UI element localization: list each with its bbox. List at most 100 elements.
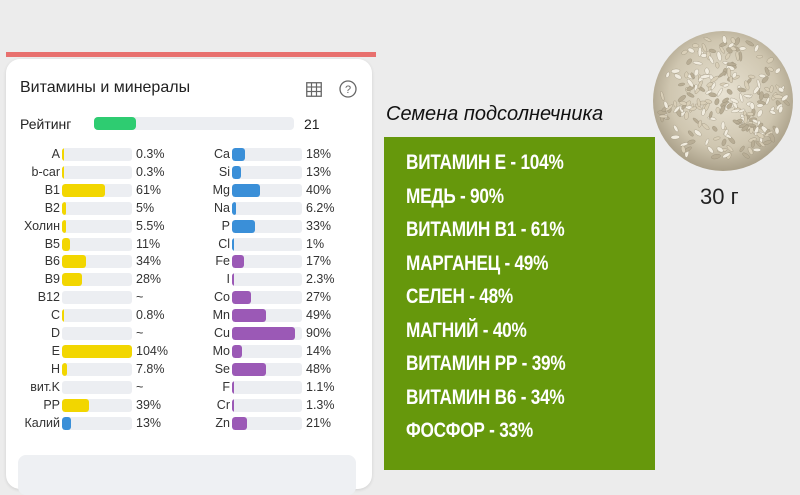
nutrient-name: A	[51, 147, 60, 161]
nutrient-row: E 104%	[6, 343, 372, 359]
nutrient-row: B9 28%	[6, 271, 372, 287]
nutrient-name: E	[51, 343, 60, 358]
nutrient-bar-fill	[232, 273, 234, 287]
nutrient-percent: 90%	[306, 326, 332, 340]
nutrient-percent: ~	[136, 290, 144, 305]
nutrient-bar	[232, 291, 302, 305]
nutrient-percent: 21%	[306, 415, 332, 430]
nutrient-name: Mn	[212, 308, 230, 323]
nutrient-name: Cu	[214, 326, 230, 340]
nutrient-bar-fill	[62, 344, 132, 358]
nutrient-bar-fill	[232, 344, 242, 358]
nutrients-panel: Витамины и минералы ? Рейтинг 21 A 0.3% b-…	[6, 59, 372, 495]
nutrient-bar	[62, 237, 132, 251]
nutrient-bar	[232, 201, 302, 215]
nutrient-row: Холин 5.5%	[6, 218, 372, 234]
nutrient-bar	[232, 380, 302, 394]
nutrient-percent: 7.8%	[136, 361, 165, 376]
nutrient-row: P 33%	[6, 218, 372, 234]
nutrient-percent: 27%	[306, 290, 332, 305]
nutrient-name: F	[222, 379, 230, 394]
highlight-line: ВИТАМИН В1 - 61%	[406, 218, 565, 241]
table-icon[interactable]	[306, 82, 322, 97]
nutrient-percent: 13%	[306, 164, 332, 179]
rating-value: 21	[304, 116, 320, 132]
nutrient-row: A 0.3%	[6, 146, 372, 162]
nutrient-name: Mo	[212, 343, 230, 358]
nutrient-percent: ~	[136, 379, 144, 394]
nutrient-bar	[62, 183, 132, 197]
nutrient-bar	[62, 255, 132, 269]
nutrient-bar-fill	[62, 148, 64, 161]
nutrient-percent: 0.3%	[136, 164, 165, 179]
nutrient-row: C 0.8%	[6, 307, 372, 323]
nutrient-bar	[62, 148, 132, 161]
nutrient-bar-fill	[62, 273, 82, 287]
nutrient-name: Cr	[216, 397, 230, 412]
nutrient-row: Cr 1.3%	[6, 397, 372, 413]
nutrient-bar-fill	[232, 165, 242, 179]
nutrient-bar-fill	[62, 165, 64, 179]
nutrient-bar	[232, 219, 302, 233]
nutrient-percent: 13%	[136, 415, 162, 430]
nutrient-name: Калий	[24, 415, 61, 430]
nutrient-highlights-box: ВИТАМИН Е - 104% МЕДЬ - 90% ВИТАМИН В1 - 6…	[384, 137, 655, 470]
nutrient-name: Cl	[218, 236, 230, 251]
nutrient-row: Zn 21%	[6, 415, 372, 431]
nutrient-name: B6	[44, 254, 60, 269]
product-heading: Семена подсолнечника	[386, 103, 604, 125]
nutrient-percent: 1%	[306, 236, 325, 251]
nutrient-bar-fill	[232, 148, 245, 161]
nutrient-bar-fill	[62, 201, 66, 215]
nutrient-row: b-car 0.3%	[6, 164, 372, 180]
nutrient-bar	[62, 344, 132, 358]
nutrient-name: B1	[44, 182, 60, 197]
nutrient-bar	[232, 416, 302, 430]
nutrient-name: B9	[44, 272, 60, 287]
nutrient-percent: 5.5%	[136, 218, 165, 233]
nutrient-bar	[62, 362, 132, 376]
nutrient-name: PP	[43, 397, 60, 412]
nutrient-bar	[232, 344, 302, 358]
nutrient-bar	[232, 362, 302, 376]
nutrient-row: D ~	[6, 325, 372, 341]
nutrient-row: Se 48%	[6, 361, 372, 377]
highlight-line: ВИТАМИН В6 - 34%	[406, 385, 565, 409]
nutrient-bar	[62, 380, 132, 394]
nutrient-bar	[232, 398, 302, 412]
nutrient-row: Mn 49%	[6, 307, 372, 323]
nutrient-name: вит.K	[30, 379, 60, 394]
rating-bar	[94, 117, 294, 130]
help-icon[interactable]: ?	[339, 80, 357, 98]
nutrient-percent: 6.2%	[306, 200, 335, 215]
nutrient-percent: 104%	[136, 343, 168, 358]
nutrient-row: B12 ~	[6, 289, 372, 305]
nutrient-name: Co	[214, 290, 230, 305]
nutrient-bar-fill	[232, 362, 266, 376]
nutrient-bar-fill	[232, 291, 251, 305]
highlight-line: МАГНИЙ - 40%	[406, 318, 527, 342]
nutrient-bar	[62, 291, 132, 305]
nutrient-percent: 40%	[306, 182, 332, 197]
nutrient-row: Калий 13%	[6, 415, 372, 431]
nutrient-percent: 33%	[306, 218, 332, 233]
nutrient-name: Na	[214, 200, 230, 215]
nutrient-name: B12	[37, 290, 60, 305]
nutrient-percent: 11%	[136, 236, 161, 251]
nutrient-bar-fill	[62, 219, 66, 233]
highlight-line: ВИТАМИН Е - 104%	[406, 151, 564, 174]
nutrient-bar-fill	[232, 398, 234, 412]
portion-size: 30 г	[700, 184, 739, 209]
nutrient-row: вит.K ~	[6, 379, 372, 395]
nutrient-bar	[232, 183, 302, 197]
nutrient-bar	[232, 148, 302, 161]
nutrient-bar-fill	[62, 398, 90, 412]
nutrient-row: Co 27%	[6, 289, 372, 305]
highlight-line: СЕЛЕН - 48%	[406, 285, 513, 308]
nutrient-row: Mo 14%	[6, 343, 372, 359]
nutrient-bar	[232, 237, 302, 251]
nutrient-percent: 39%	[136, 397, 162, 412]
nutrient-row: Fe 17%	[6, 253, 372, 269]
highlight-line: ВИТАМИН РР - 39%	[406, 352, 566, 375]
nutrient-bar-fill	[232, 219, 256, 233]
